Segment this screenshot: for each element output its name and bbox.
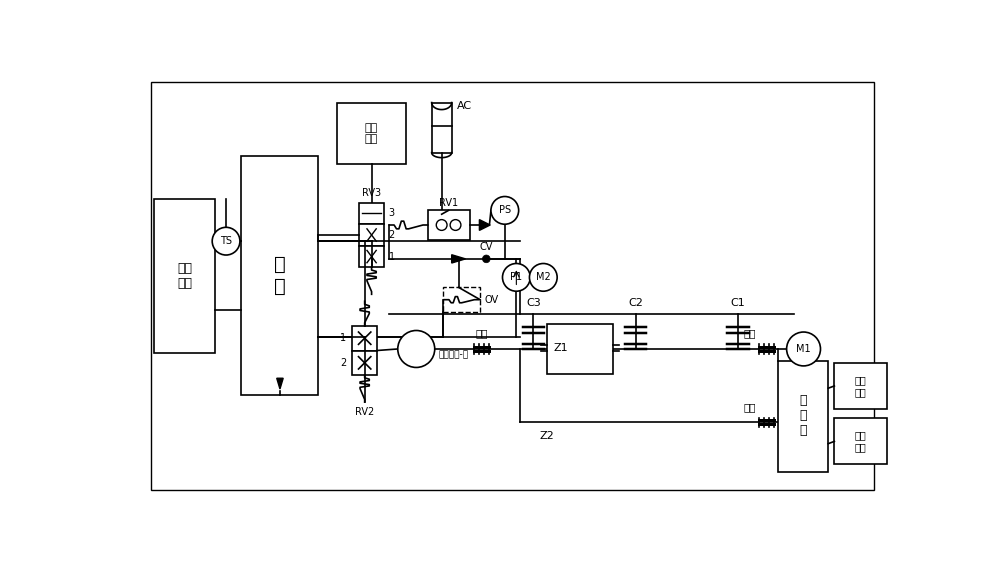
Bar [352, 326, 377, 350]
Text: PS: PS [499, 205, 511, 216]
Text: 油
箱: 油 箱 [274, 255, 286, 297]
Circle shape [482, 255, 490, 263]
Text: M1: M1 [796, 344, 811, 354]
Bar [778, 361, 828, 472]
Text: 冷却
系统: 冷却 系统 [177, 262, 192, 290]
Text: C2: C2 [628, 298, 643, 308]
Bar [428, 211, 470, 239]
Text: AC: AC [457, 101, 472, 112]
Bar [154, 199, 215, 353]
Bar [443, 288, 480, 312]
Circle shape [436, 220, 447, 230]
Text: RV3: RV3 [362, 188, 381, 199]
Bar [359, 224, 384, 246]
Bar [359, 246, 384, 267]
Bar [547, 324, 613, 374]
Text: M2: M2 [536, 272, 551, 282]
Text: 右驱
动轮: 右驱 动轮 [855, 431, 866, 452]
Text: 液压马达-泵: 液压马达-泵 [438, 350, 468, 359]
Polygon shape [479, 220, 490, 230]
Bar [359, 203, 384, 224]
Text: 驱
动
桥: 驱 动 桥 [799, 395, 807, 438]
Circle shape [491, 196, 519, 224]
Text: C1: C1 [731, 298, 745, 308]
Bar [834, 363, 887, 409]
Bar [352, 350, 377, 375]
Text: 2: 2 [340, 358, 346, 368]
Text: C3: C3 [526, 298, 541, 308]
Text: 花键: 花键 [743, 402, 756, 411]
Text: TS: TS [220, 236, 232, 246]
Circle shape [212, 228, 240, 255]
Bar [432, 102, 452, 153]
Text: OV: OV [485, 295, 499, 305]
Text: 花键: 花键 [743, 329, 756, 338]
Polygon shape [277, 378, 283, 389]
Circle shape [502, 264, 530, 291]
Text: CV: CV [480, 242, 493, 252]
Text: RV1: RV1 [439, 198, 458, 208]
Text: 花键: 花键 [475, 329, 488, 338]
Text: Z1: Z1 [554, 343, 568, 353]
Text: P1: P1 [510, 272, 522, 282]
Polygon shape [452, 255, 466, 263]
Text: 动作
油路: 动作 油路 [365, 123, 378, 144]
Circle shape [787, 332, 821, 366]
Text: 1: 1 [340, 333, 346, 343]
Circle shape [450, 220, 461, 230]
Text: Z2: Z2 [540, 431, 555, 441]
Bar [337, 102, 406, 164]
Bar [834, 418, 887, 465]
Text: 2: 2 [388, 230, 395, 240]
Circle shape [398, 331, 435, 367]
Text: 3: 3 [389, 208, 395, 218]
Text: 右驱
动轮: 右驱 动轮 [855, 375, 866, 397]
Text: RV2: RV2 [355, 407, 374, 417]
Bar [241, 156, 318, 395]
Text: 1: 1 [389, 251, 395, 261]
Circle shape [529, 264, 557, 291]
